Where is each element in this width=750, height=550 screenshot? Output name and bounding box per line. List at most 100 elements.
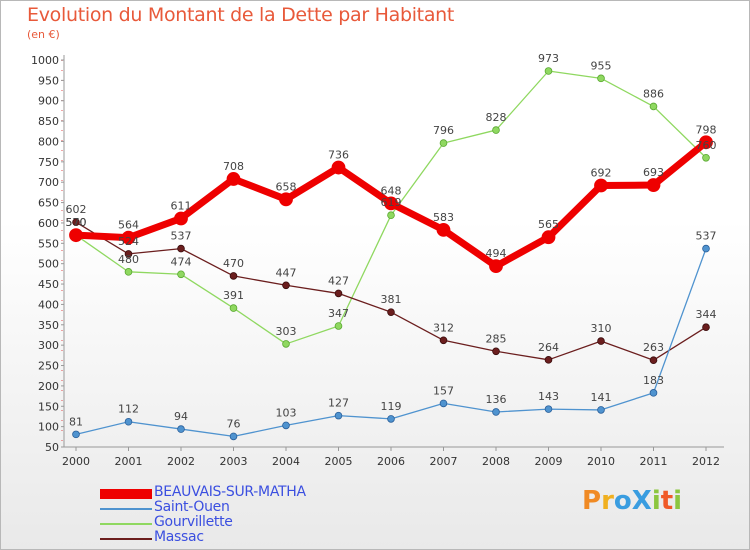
data-point — [124, 250, 133, 258]
data-point — [702, 244, 710, 253]
data-point — [597, 337, 605, 345]
legend-swatch — [100, 508, 152, 510]
data-label: 344 — [696, 308, 717, 321]
data-point — [229, 304, 238, 312]
logo-letter: i — [673, 486, 683, 516]
data-point — [702, 153, 710, 162]
data-label: 708 — [223, 160, 244, 173]
data-label: 143 — [538, 390, 559, 403]
data-point — [649, 356, 658, 365]
data-label: 127 — [328, 397, 349, 410]
data-point — [702, 323, 710, 332]
data-point — [436, 222, 451, 237]
data-point — [282, 421, 290, 430]
data-point — [597, 74, 605, 83]
data-label: 886 — [643, 87, 664, 100]
data-label: 693 — [643, 166, 664, 179]
data-label: 602 — [66, 203, 87, 216]
data-point — [544, 405, 553, 413]
data-label: 955 — [591, 59, 612, 72]
x-tick-label: 2004 — [272, 455, 300, 468]
x-tick-label: 2003 — [220, 455, 248, 468]
data-label: 796 — [433, 124, 454, 137]
data-point — [72, 218, 80, 226]
data-point — [492, 408, 500, 416]
data-point — [597, 406, 605, 414]
y-tick-label: 600 — [38, 217, 59, 230]
data-point — [489, 259, 503, 274]
data-point — [387, 211, 395, 220]
data-label: 658 — [276, 180, 297, 193]
data-point — [439, 336, 448, 345]
data-label: 81 — [69, 415, 83, 428]
data-label: 303 — [276, 325, 297, 338]
data-label: 692 — [591, 166, 612, 179]
data-point — [174, 211, 188, 226]
data-label: 119 — [381, 400, 402, 413]
data-label: 565 — [538, 218, 559, 231]
data-point — [226, 172, 241, 186]
data-label: 537 — [696, 230, 717, 243]
data-point — [124, 417, 133, 426]
data-label: 157 — [433, 384, 454, 397]
y-tick-label: 100 — [38, 421, 59, 434]
data-label: 494 — [486, 247, 507, 260]
data-point — [177, 270, 185, 279]
data-point — [544, 67, 553, 75]
data-label: 973 — [538, 52, 559, 65]
y-tick-label: 500 — [38, 258, 59, 271]
data-label: 619 — [381, 196, 402, 209]
legend-label: Gourvillette — [154, 514, 233, 530]
x-tick-label: 2000 — [62, 455, 90, 468]
data-label: 391 — [223, 289, 244, 302]
data-label: 564 — [118, 219, 139, 232]
y-tick-label: 1000 — [31, 54, 59, 67]
data-label: 537 — [171, 230, 192, 243]
x-tick-label: 2012 — [692, 455, 720, 468]
data-label: 141 — [591, 391, 612, 404]
data-label: 570 — [66, 216, 87, 229]
data-point — [72, 430, 80, 439]
data-label: 583 — [433, 211, 454, 224]
legend-label: BEAUVAIS-SUR-MATHA — [154, 484, 306, 500]
data-label: 347 — [328, 307, 349, 320]
data-point — [649, 389, 658, 397]
data-point — [177, 244, 185, 253]
legend-label: Massac — [154, 529, 204, 545]
data-point — [282, 340, 290, 348]
y-tick-label: 200 — [38, 380, 59, 393]
data-label: 136 — [486, 393, 507, 406]
data-point — [439, 399, 448, 408]
logo-letter: X — [631, 486, 652, 516]
x-tick-label: 2005 — [325, 455, 353, 468]
data-label: 183 — [643, 374, 664, 387]
logo-letter: t — [660, 486, 674, 516]
y-tick-label: 300 — [38, 339, 59, 352]
data-point — [492, 126, 500, 134]
y-tick-label: 850 — [38, 115, 59, 128]
y-tick-label: 250 — [38, 360, 59, 373]
x-tick-label: 2010 — [587, 455, 615, 468]
data-point — [334, 411, 343, 420]
data-point — [649, 102, 658, 111]
data-label: 570 — [66, 216, 87, 229]
y-tick-label: 800 — [38, 135, 59, 148]
data-label: 447 — [276, 266, 297, 279]
data-point — [331, 160, 346, 175]
data-label: 470 — [223, 257, 244, 270]
y-tick-label: 900 — [38, 95, 59, 108]
chart-title: Evolution du Montant de la Dette par Hab… — [27, 4, 455, 26]
data-label: 427 — [328, 274, 349, 287]
data-label: 798 — [696, 123, 717, 136]
x-tick-label: 2001 — [115, 455, 143, 468]
data-point — [387, 308, 395, 316]
data-point — [229, 432, 238, 441]
data-point — [646, 178, 661, 192]
data-point — [282, 281, 290, 290]
y-tick-label: 450 — [38, 278, 59, 291]
data-point — [492, 347, 500, 356]
data-label: 736 — [328, 149, 349, 162]
data-label: 524 — [118, 235, 139, 248]
logo-letter: r — [601, 486, 614, 516]
y-tick-label: 150 — [38, 400, 59, 413]
